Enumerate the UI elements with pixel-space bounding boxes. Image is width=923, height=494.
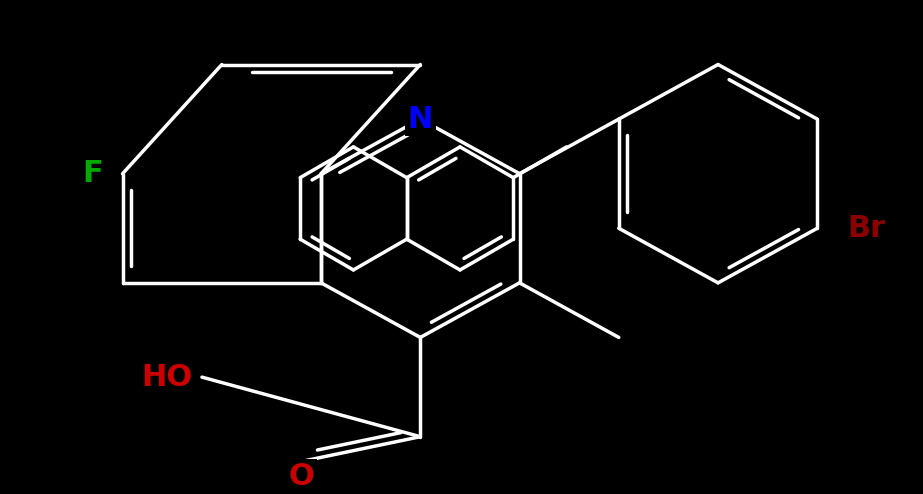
Text: N: N: [408, 105, 433, 133]
Text: O: O: [288, 462, 314, 491]
Text: F: F: [82, 159, 103, 188]
Text: HO: HO: [141, 363, 192, 392]
Text: Br: Br: [847, 214, 885, 243]
